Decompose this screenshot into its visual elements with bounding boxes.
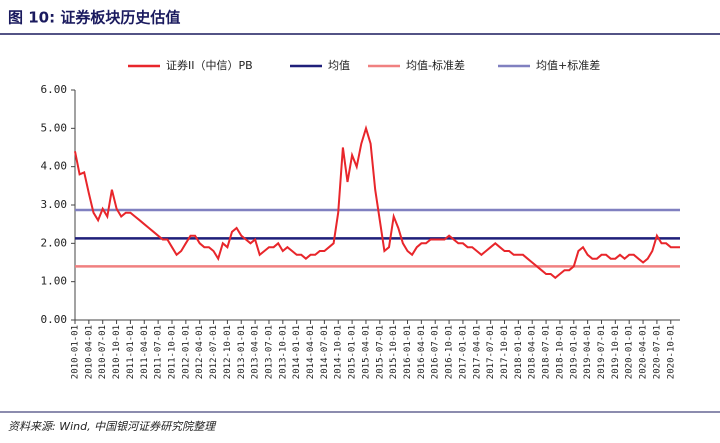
- y-tick-label: 1.00: [41, 275, 68, 288]
- x-tick-label: 2017-07-01: [486, 325, 496, 379]
- legend-label: 均值+标准差: [536, 58, 600, 72]
- x-tick-label: 2014-04-01: [306, 325, 316, 379]
- series-line: [74, 124, 680, 280]
- x-tick-label: 2015-07-01: [375, 325, 385, 379]
- x-tick-label: 2020-07-01: [652, 325, 662, 379]
- x-tick-label: 2016-01-01: [403, 325, 413, 379]
- x-tick-label: 2017-01-01: [458, 325, 468, 379]
- x-tick-label: 2012-01-01: [181, 325, 191, 379]
- x-tick-label: 2010-10-01: [112, 325, 122, 379]
- y-tick-label: 0.00: [41, 313, 68, 326]
- x-tick-label: 2012-07-01: [209, 325, 219, 379]
- x-tick-label: 2011-01-01: [126, 325, 136, 379]
- x-tick-label: 2017-04-01: [472, 325, 482, 379]
- x-tick-label: 2010-04-01: [84, 325, 94, 379]
- legend-label: 证券II（中信）PB: [166, 58, 253, 72]
- x-tick-label: 2018-04-01: [528, 325, 538, 379]
- x-tick-label: 2013-04-01: [251, 325, 261, 379]
- y-tick-label: 5.00: [41, 121, 68, 134]
- x-tick-label: 2018-10-01: [555, 325, 565, 379]
- y-tick-label: 4.00: [41, 160, 68, 173]
- x-tick-label: 2020-10-01: [666, 325, 676, 379]
- x-tick-label: 2016-07-01: [431, 325, 441, 379]
- x-tick-label: 2019-10-01: [611, 325, 621, 379]
- y-tick-label: 3.00: [41, 198, 68, 211]
- x-tick-label: 2011-04-01: [140, 325, 150, 379]
- x-tick-label: 2011-07-01: [154, 325, 164, 379]
- x-tick-label: 2016-04-01: [417, 325, 427, 379]
- y-tick-label: 2.00: [41, 236, 68, 249]
- x-tick-label: 2019-04-01: [583, 325, 593, 379]
- x-tick-label: 2014-10-01: [334, 325, 344, 379]
- x-tick-label: 2014-01-01: [292, 325, 302, 379]
- source: 资料来源: Wind, 中国银河证券研究院整理: [8, 420, 217, 433]
- x-tick-label: 2013-07-01: [264, 325, 274, 379]
- chart-title: 图 10: 证券板块历史估值: [8, 9, 180, 27]
- x-tick-label: 2013-10-01: [278, 325, 288, 379]
- x-tick-label: 2014-07-01: [320, 325, 330, 379]
- x-tick-label: 2018-07-01: [542, 325, 552, 379]
- x-tick-label: 2011-10-01: [167, 325, 177, 379]
- x-tick-label: 2010-07-01: [98, 325, 108, 379]
- x-tick-label: 2020-01-01: [625, 325, 635, 379]
- x-tick-label: 2015-04-01: [361, 325, 371, 379]
- x-tick-label: 2013-01-01: [237, 325, 247, 379]
- x-tick-label: 2012-04-01: [195, 325, 205, 379]
- legend-label: 均值-标准差: [406, 58, 465, 72]
- legend-label: 均值: [328, 59, 350, 72]
- x-tick-label: 2015-10-01: [389, 325, 399, 379]
- x-tick-label: 2020-04-01: [639, 325, 649, 379]
- x-tick-label: 2012-10-01: [223, 325, 233, 379]
- x-tick-label: 2015-01-01: [348, 325, 358, 379]
- x-tick-label: 2010-01-01: [71, 325, 81, 379]
- x-tick-label: 2016-10-01: [445, 325, 455, 379]
- x-tick-label: 2019-01-01: [569, 325, 579, 379]
- x-tick-label: 2017-10-01: [500, 325, 510, 379]
- x-tick-label: 2019-07-01: [597, 325, 607, 379]
- y-tick-label: 6.00: [41, 83, 68, 96]
- x-tick-label: 2018-01-01: [514, 325, 524, 379]
